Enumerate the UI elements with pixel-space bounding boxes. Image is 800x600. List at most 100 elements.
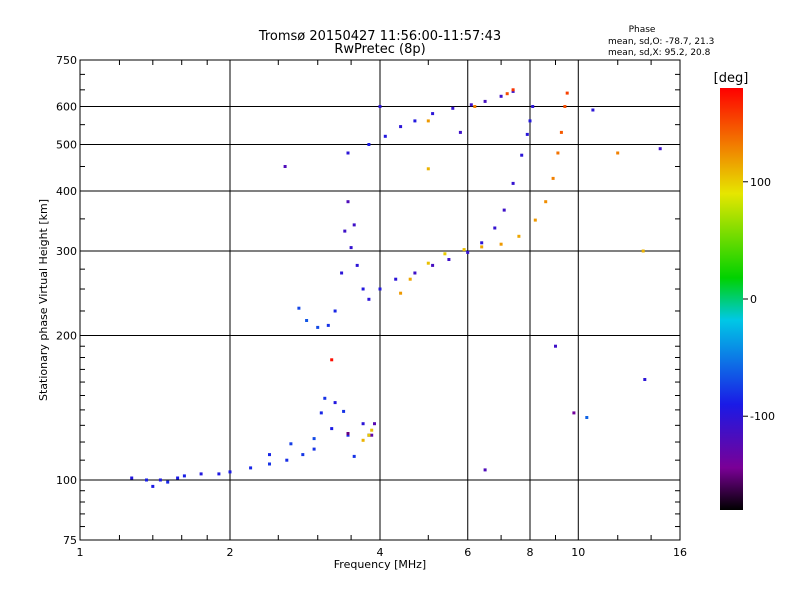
data-point: [505, 92, 509, 96]
data-point: [367, 297, 371, 301]
y-tick-label: 750: [56, 54, 77, 67]
data-point: [285, 458, 289, 462]
phase-stats-o: mean, sd,O: -78.7, 21.3: [608, 37, 714, 47]
data-point: [511, 88, 515, 92]
data-point: [399, 291, 403, 295]
colorbar-tick-label: 0: [750, 293, 757, 306]
data-point: [151, 484, 155, 488]
data-point: [585, 416, 589, 419]
data-point: [447, 258, 451, 261]
data-point: [641, 249, 645, 253]
axis-ticks: 1 2 4 6 8 10 16 75 100 200 300 400 500 600 750: [56, 54, 687, 559]
data-point: [330, 427, 334, 431]
y-tick-label: 500: [56, 139, 77, 152]
data-point: [499, 242, 503, 246]
data-point: [517, 234, 521, 238]
data-point: [373, 422, 376, 426]
data-point: [297, 306, 301, 310]
data-point: [289, 442, 293, 446]
data-point: [643, 378, 647, 381]
data-point: [483, 468, 487, 472]
phase-stats-x: mean, sd,X: 95.2, 20.8: [608, 48, 711, 58]
data-point: [158, 478, 162, 482]
data-point: [556, 151, 560, 155]
data-point: [544, 200, 548, 204]
data-point: [346, 432, 350, 435]
chart-title: Tromsø 20150427 11:56:00-11:57:43: [258, 29, 501, 44]
data-point: [462, 248, 466, 252]
data-point: [361, 438, 365, 442]
data-point: [394, 277, 398, 281]
data-point: [451, 106, 455, 110]
data-point: [563, 105, 567, 108]
data-point: [326, 323, 330, 327]
x-tick-label: 6: [464, 546, 471, 559]
data-point: [520, 153, 524, 157]
data-point: [469, 103, 473, 107]
x-tick-label: 16: [673, 546, 687, 559]
y-tick-label: 300: [56, 245, 77, 258]
data-point: [431, 112, 435, 116]
data-point: [525, 132, 529, 136]
data-point: [551, 176, 555, 180]
data-point: [493, 226, 497, 230]
data-point: [340, 271, 344, 275]
data-point: [349, 246, 353, 250]
data-point: [399, 125, 403, 129]
data-point: [268, 462, 271, 466]
data-point: [342, 409, 346, 413]
colorbar-tick-label: -100: [750, 410, 775, 423]
x-tick-label: 1: [77, 546, 84, 559]
data-point: [502, 208, 506, 212]
data-point: [426, 119, 430, 123]
data-point: [591, 108, 595, 112]
data-point: [343, 229, 347, 233]
data-point: [511, 89, 515, 93]
data-point: [426, 261, 430, 265]
data-point: [370, 433, 374, 437]
data-point: [130, 476, 134, 480]
data-point: [565, 91, 569, 95]
data-point: [217, 472, 221, 476]
data-point: [426, 167, 430, 171]
data-point: [483, 99, 487, 103]
data-point: [408, 277, 412, 281]
data-point: [361, 287, 365, 291]
x-tick-label: 4: [377, 546, 384, 559]
data-point: [330, 358, 334, 362]
data-point: [176, 476, 180, 480]
colorbar-label: [deg]: [714, 71, 749, 86]
data-point: [458, 130, 462, 134]
data-point: [443, 252, 447, 256]
y-tick-label: 400: [56, 185, 77, 198]
y-tick-label: 600: [56, 101, 77, 114]
data-point: [511, 181, 515, 185]
data-point: [312, 447, 316, 451]
y-tick-label: 200: [56, 330, 77, 343]
data-point: [378, 287, 382, 291]
data-point: [480, 241, 484, 245]
data-point: [473, 105, 477, 108]
data-point: [249, 466, 253, 470]
data-point: [346, 151, 350, 155]
data-point: [499, 94, 503, 98]
data-point: [283, 165, 287, 168]
data-point: [166, 480, 170, 484]
colorbar: [720, 88, 743, 510]
x-axis-label: Frequency [MHz]: [334, 558, 426, 571]
chart-subtitle: RwPretec (8p): [334, 42, 425, 57]
data-point: [413, 271, 417, 275]
data-point: [480, 245, 484, 249]
data-point: [531, 105, 535, 108]
data-point: [312, 437, 316, 441]
data-point: [431, 263, 435, 267]
data-point: [367, 143, 371, 146]
data-point: [319, 411, 323, 415]
data-point: [533, 218, 537, 222]
data-point: [316, 325, 320, 329]
colorbar-tick-label: 100: [750, 176, 771, 189]
data-point: [383, 134, 387, 138]
data-points: [130, 88, 662, 488]
data-point: [352, 454, 356, 458]
